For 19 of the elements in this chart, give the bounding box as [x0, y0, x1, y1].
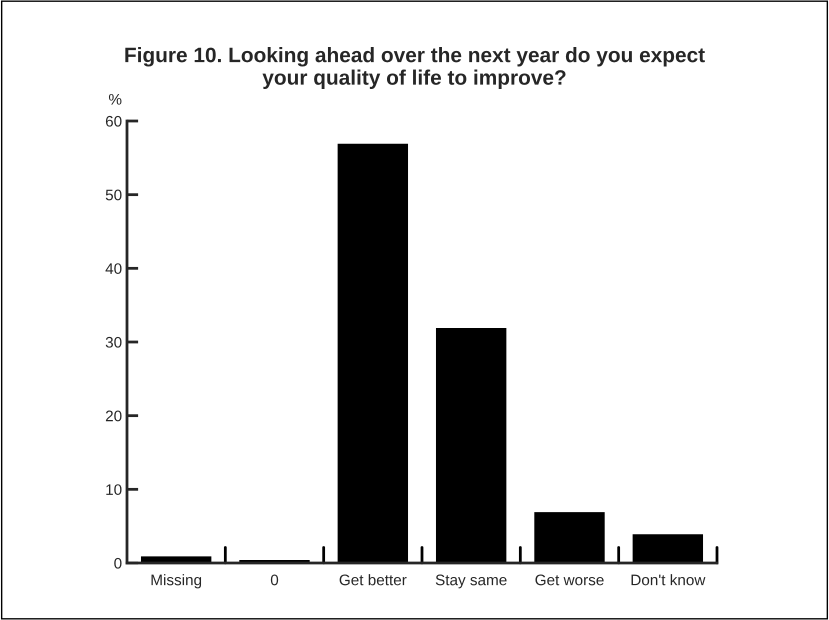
bar — [532, 510, 606, 563]
y-tick-label: 50 — [106, 190, 122, 200]
y-tick-label: 20 — [106, 410, 122, 422]
x-tick-label: Don't know — [632, 574, 706, 586]
y-tick-label: 0 — [114, 558, 122, 569]
bar — [631, 532, 704, 563]
y-axis-title: % — [108, 94, 122, 105]
x-tick-label: Get worse — [535, 574, 604, 586]
y-tick-label: 40 — [106, 263, 122, 274]
bar — [336, 142, 410, 563]
x-tick-label: Stay same — [436, 574, 507, 588]
bar — [434, 326, 508, 563]
y-tick-label: 60 — [106, 116, 122, 127]
x-tick-label: Missing — [152, 574, 202, 588]
chart-title: Figure 10. Looking ahead over the next year do you expect your quality of life to improve? — [125, 47, 705, 89]
y-tick-label: 30 — [106, 336, 122, 348]
x-tick-label: 0 — [270, 574, 278, 586]
y-tick-label: 10 — [106, 484, 122, 496]
x-tick-label: Get better — [340, 574, 407, 586]
